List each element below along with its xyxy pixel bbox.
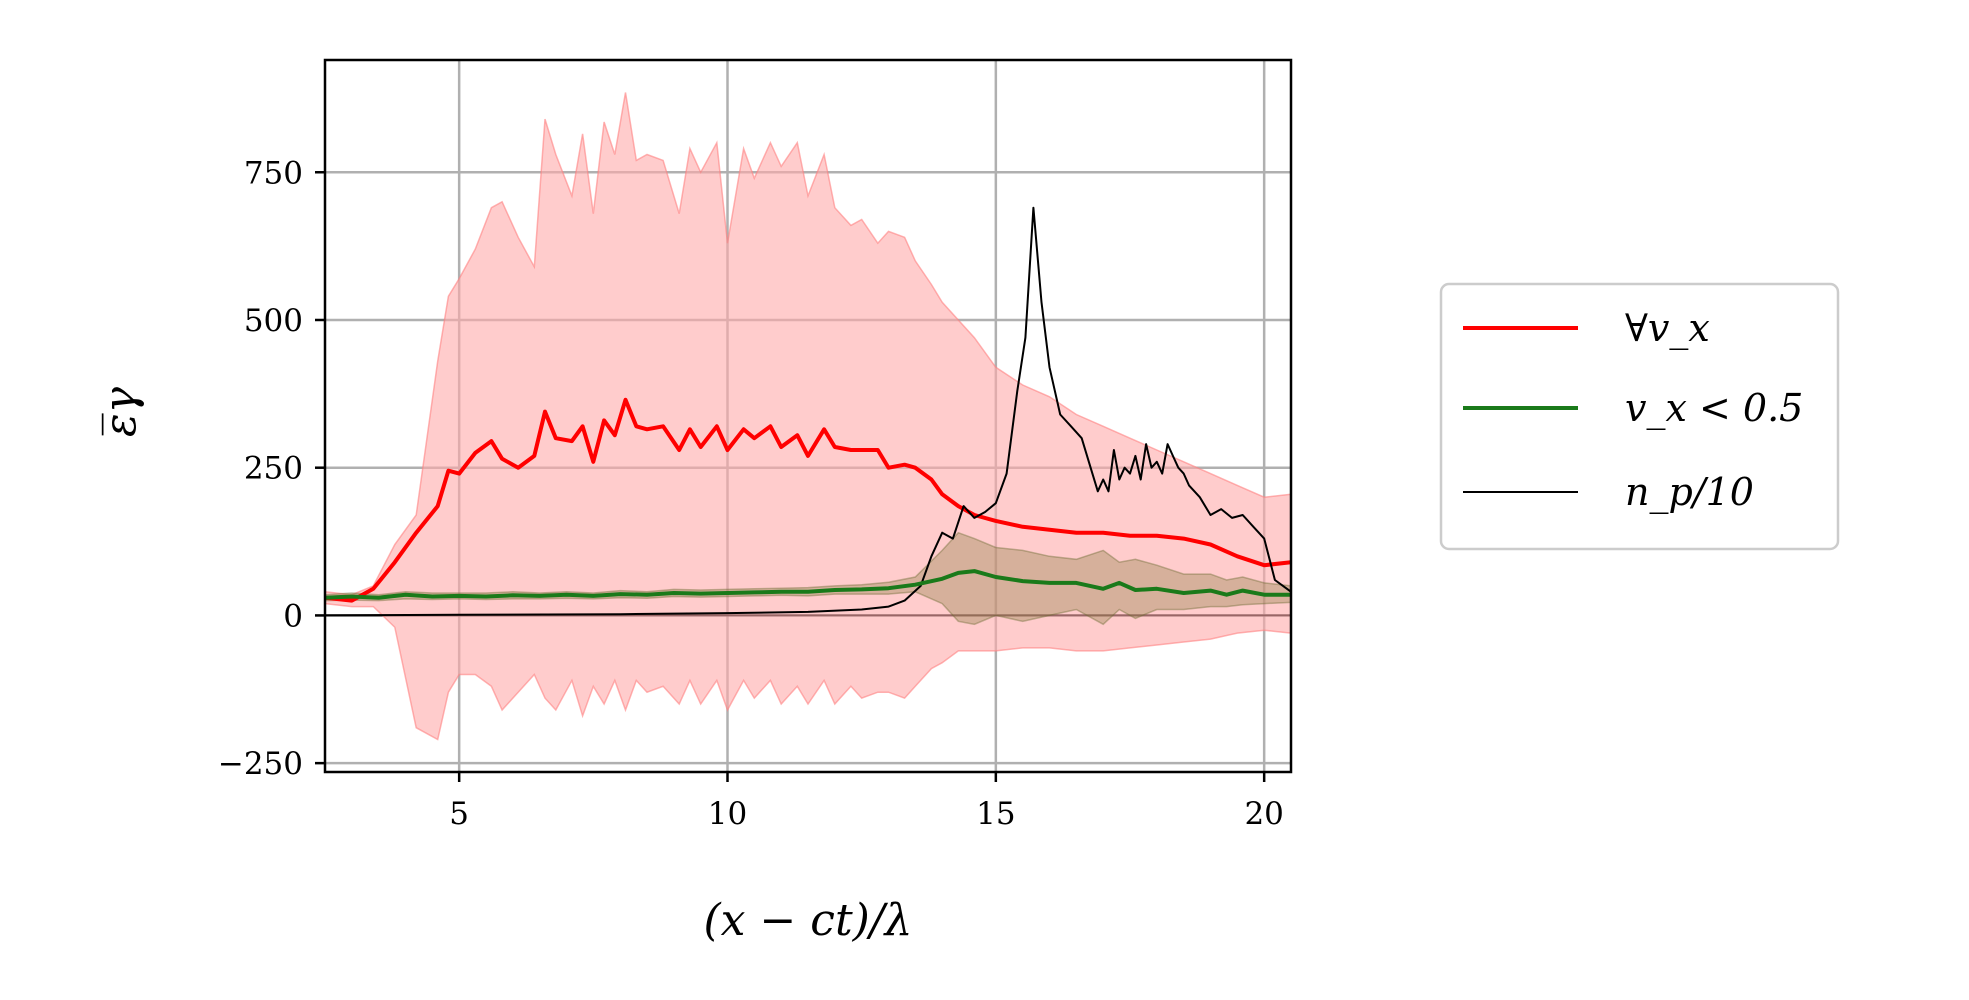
y-tick-label: −250 [218, 746, 303, 782]
y-tick-label: 750 [244, 155, 303, 191]
y-tick-label: 250 [244, 451, 303, 487]
legend-label-slow: v_x < 0.5 [1625, 386, 1803, 431]
x-axis-title: (x − ct)/λ [703, 895, 912, 946]
series-line-slow [325, 569, 1291, 600]
band-slow [325, 531, 1291, 626]
legend: ∀v_x v_x < 0.5 n_p/10 [1439, 282, 1840, 551]
legend-label-np: n_p/10 [1625, 470, 1754, 515]
x-tick-label: 15 [976, 796, 1015, 832]
y-axis-title: ε̅γ [95, 386, 146, 437]
x-tick-label: 20 [1244, 796, 1283, 832]
axis-ticks: 5 10 15 20 −250 0 250 500 750 [218, 155, 1284, 832]
series-line-all [325, 397, 1291, 603]
y-tick-label: 0 [283, 598, 303, 634]
confidence-bands [325, 92, 1291, 741]
legend-frame [1439, 282, 1840, 551]
legend-label-all: ∀v_x [1625, 306, 1710, 351]
x-tick-label: 5 [449, 796, 469, 832]
series-lines [325, 206, 1291, 617]
plot-frame [323, 58, 1293, 774]
y-tick-label: 500 [244, 303, 303, 339]
series-line-np [325, 206, 1291, 617]
x-tick-label: 10 [708, 796, 747, 832]
band-all [325, 92, 1291, 741]
